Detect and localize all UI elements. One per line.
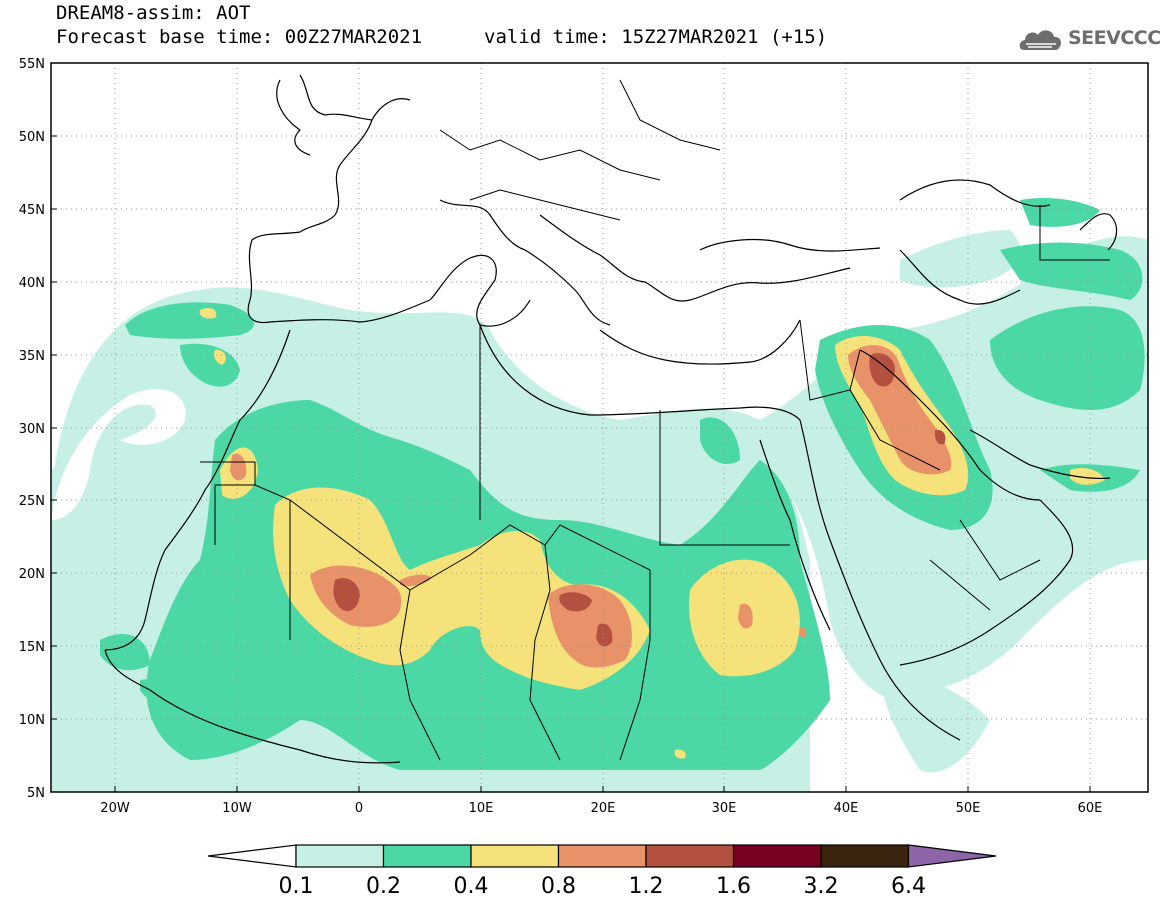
lon-label: 40E: [834, 801, 859, 816]
lat-label: 35N: [19, 349, 45, 364]
lon-label: 0: [355, 801, 363, 816]
lat-labels: 55N 50N 45N 40N 35N 30N 25N 20N 15N 10N …: [19, 57, 45, 801]
colorbar-label: 1.2: [629, 874, 664, 899]
map-plot-area: [51, 63, 1148, 792]
lat-label: 25N: [19, 494, 45, 509]
lon-labels: 20W 10W 0 10E 20E 30E 40E 50E 60E: [100, 801, 1102, 816]
colorbar-label: 0.4: [454, 874, 489, 899]
lat-label: 10N: [19, 713, 45, 728]
coastlines: [104, 74, 1118, 764]
lon-label: 20W: [100, 801, 130, 816]
lon-ticks: [114, 786, 1091, 792]
lat-label: 30N: [19, 422, 45, 437]
lat-label: 20N: [19, 567, 45, 582]
colorbar-label: 0.1: [279, 874, 314, 899]
colorbar-bin: [732, 844, 822, 868]
colorbar-label: 6.4: [891, 874, 926, 899]
lat-label: 50N: [19, 130, 45, 145]
colorbar-low-arrow: [207, 844, 297, 868]
lat-label: 45N: [19, 203, 45, 218]
logo-text: SEEVCCC: [1068, 27, 1161, 49]
lat-label: 5N: [27, 786, 45, 801]
lat-label: 40N: [19, 276, 45, 291]
lon-label: 50E: [956, 801, 981, 816]
lat-ticks: [51, 62, 57, 720]
colorbar-label: 3.2: [804, 874, 839, 899]
colorbar-bin: [645, 844, 735, 868]
cloud-icon: [1019, 30, 1062, 50]
lon-label: 60E: [1078, 801, 1103, 816]
colorbar-label: 1.6: [716, 874, 751, 899]
colorbar: [207, 844, 997, 868]
lon-label: 20E: [591, 801, 616, 816]
colorbar-bin: [295, 844, 385, 868]
colorbar-label: 0.8: [541, 874, 576, 899]
aot-1.2-contour: [333, 353, 946, 647]
colorbar-bin: [470, 844, 560, 868]
colorbar-bin: [557, 844, 647, 868]
seevccc-logo: SEEVCCC: [1016, 22, 1161, 58]
lat-label: 55N: [19, 57, 45, 72]
map-title: DREAM8-assim: AOT: [56, 2, 251, 24]
colorbar-bin: [820, 844, 910, 868]
lat-label: 15N: [19, 640, 45, 655]
forecast-base-time: Forecast base time: 00Z27MAR2021: [56, 26, 423, 48]
lon-label: 30E: [712, 801, 737, 816]
lon-label: 10E: [469, 801, 494, 816]
country-borders: [200, 79, 1110, 761]
colorbar-bin: [382, 844, 472, 868]
colorbar-high-arrow: [907, 844, 997, 868]
lon-label: 10W: [222, 801, 252, 816]
colorbar-labels: 0.1 0.2 0.4 0.8 1.2 1.6 3.2 6.4: [279, 874, 927, 899]
colorbar-label: 0.2: [366, 874, 401, 899]
valid-time: valid time: 15Z27MAR2021 (+15): [484, 26, 828, 48]
